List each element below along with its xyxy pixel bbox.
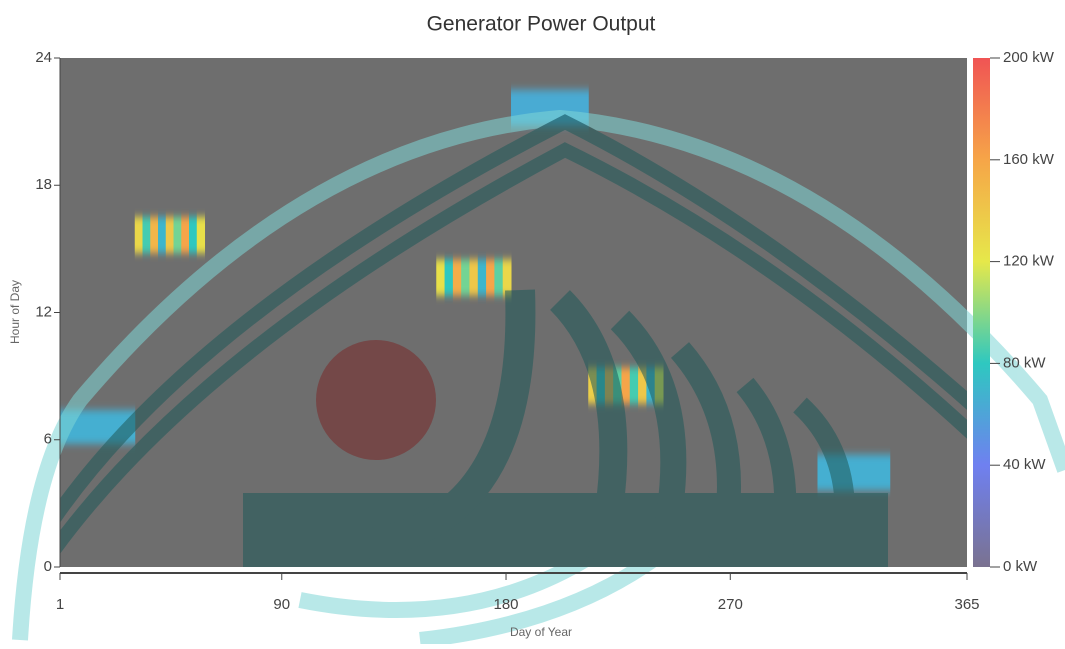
y-tick-label: 18 xyxy=(35,176,52,193)
heatmap-cell xyxy=(173,217,182,254)
heatmap-cell xyxy=(469,259,479,296)
heatmap-cell xyxy=(436,259,446,296)
heatmap-cell xyxy=(181,217,190,254)
watermark xyxy=(12,109,1065,648)
heatmap-cell xyxy=(621,367,631,404)
x-tick-label: 270 xyxy=(718,596,743,613)
heatmap-cell xyxy=(502,259,512,296)
y-tick-label: 12 xyxy=(35,303,52,320)
heatmap-cell xyxy=(452,259,462,296)
colorbar xyxy=(973,58,990,567)
heatmap-cell xyxy=(165,217,175,254)
heatmap-cell xyxy=(142,217,151,254)
colorbar-tick-label: 160 kW xyxy=(1003,151,1055,168)
y-tick-label: 6 xyxy=(44,431,52,448)
x-tick-label: 365 xyxy=(954,596,979,613)
heatmap-cell xyxy=(486,259,495,296)
heatmap-cell xyxy=(629,367,639,404)
colorbar-tick-label: 200 kW xyxy=(1003,49,1055,66)
heatmap-cell xyxy=(134,217,144,254)
heatmap-cell xyxy=(158,217,167,254)
colorbar-tick-label: 40 kW xyxy=(1003,456,1046,473)
heatmap-cell xyxy=(461,259,470,296)
x-axis-label: Day of Year xyxy=(510,625,572,639)
heatmap-cell xyxy=(638,367,647,404)
heatmap-cell xyxy=(150,217,159,254)
x-tick-label: 90 xyxy=(273,596,290,613)
colorbar-tick-label: 120 kW xyxy=(1003,253,1055,270)
heatmap-cell xyxy=(444,259,454,296)
colorbar-tick-label: 0 kW xyxy=(1003,558,1038,575)
chart-title: Generator Power Output xyxy=(427,13,656,36)
heatmap-cell xyxy=(494,259,504,296)
y-tick-label: 24 xyxy=(35,49,52,66)
y-axis-label: Hour of Day xyxy=(8,280,22,344)
y-tick-label: 0 xyxy=(44,558,52,575)
colorbar-tick-label: 80 kW xyxy=(1003,354,1046,371)
x-tick-label: 1 xyxy=(56,596,64,613)
heatmap-cell xyxy=(477,259,487,296)
heatmap-cell xyxy=(189,217,198,254)
heatmap-cell xyxy=(196,217,206,254)
x-tick-label: 180 xyxy=(494,596,519,613)
